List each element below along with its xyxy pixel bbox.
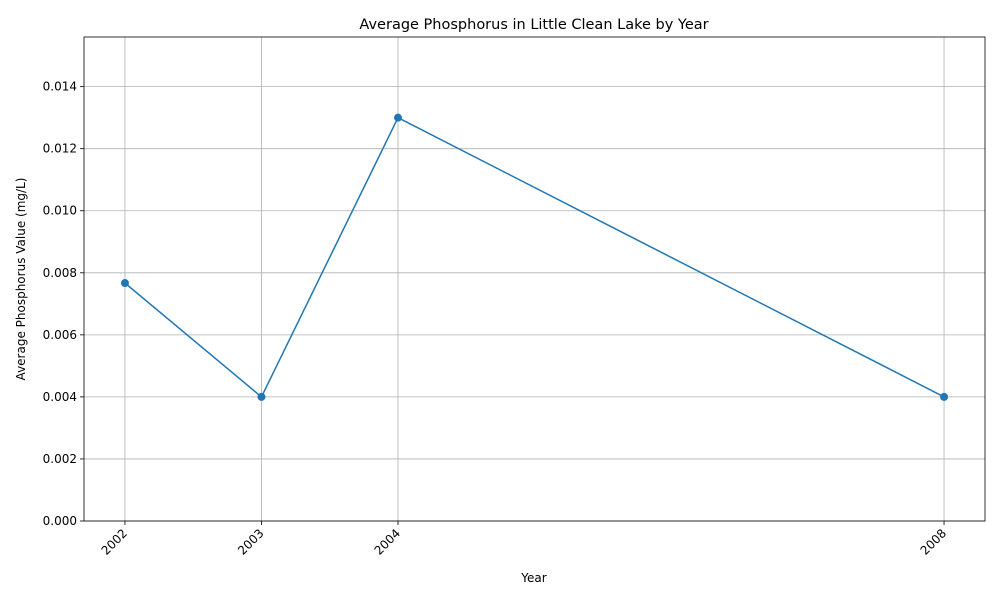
x-tick-label: 2002 bbox=[99, 526, 130, 557]
chart-title: Average Phosphorus in Little Clean Lake … bbox=[359, 17, 708, 33]
data-point bbox=[940, 392, 949, 401]
y-tick-label: 0.014 bbox=[43, 80, 77, 94]
y-tick-label: 0.004 bbox=[43, 390, 77, 404]
data-point bbox=[393, 113, 402, 122]
data-point bbox=[120, 279, 129, 288]
y-tick-label: 0.002 bbox=[43, 452, 77, 466]
series-line bbox=[124, 116, 945, 399]
y-tick-label: 0.006 bbox=[43, 328, 77, 342]
series-layer bbox=[120, 113, 949, 401]
x-tick-label: 2008 bbox=[918, 526, 949, 557]
y-tick-label: 0.012 bbox=[43, 142, 77, 156]
grid-lines bbox=[84, 37, 985, 522]
x-tick-label: 2004 bbox=[372, 526, 403, 557]
x-axis-label: Year bbox=[520, 571, 546, 585]
y-axis-label: Average Phosphorus Value (mg/L) bbox=[14, 178, 28, 381]
data-point bbox=[257, 392, 266, 401]
y-tick-label: 0.008 bbox=[43, 266, 77, 280]
x-tick-label: 2003 bbox=[235, 526, 266, 557]
axis-ticks: 2002 2003 2004 2008 0.000 0.002 0.004 0.006 0.00… bbox=[43, 80, 950, 558]
plot-frame bbox=[83, 36, 986, 522]
y-tick-label: 0.000 bbox=[43, 514, 77, 528]
y-tick-label: 0.010 bbox=[43, 204, 77, 218]
